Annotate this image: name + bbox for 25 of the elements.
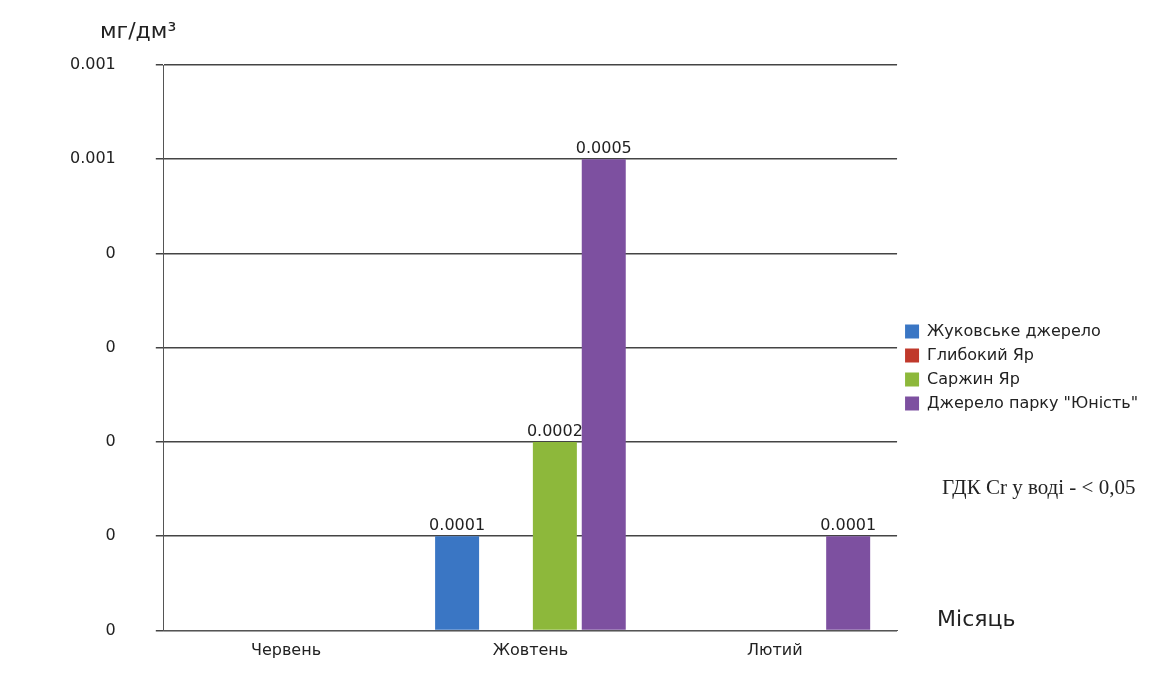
text: ГДК Cr у воді - < 0,05 <box>942 474 1136 499</box>
x-tick-label: Лютий <box>747 640 803 660</box>
bar <box>435 536 480 630</box>
x-tick-label: Жовтень <box>492 640 569 660</box>
x-axis-title: Місяць <box>937 606 1016 632</box>
data-label: 0.0001 <box>429 515 486 535</box>
data-label: 0.0002 <box>526 421 583 441</box>
y-tick-label: 0 <box>105 525 116 545</box>
legend-label: Саржин Яр <box>927 368 1020 388</box>
y-axis-title: мг/дм³ <box>100 17 177 43</box>
legend-label: Джерело парку "Юність" <box>927 392 1139 412</box>
bar <box>581 159 626 630</box>
y-tick-label: 0 <box>105 619 116 639</box>
y-tick-label: 0.001 <box>69 148 116 168</box>
bar <box>532 441 577 630</box>
legend-label: Жуковське джерело <box>927 320 1101 340</box>
y-tick-label: 0 <box>105 336 116 356</box>
data-label: 0.0005 <box>575 138 632 158</box>
y-tick-label: 0 <box>105 242 116 262</box>
x-tick-label: Червень <box>250 640 322 660</box>
y-tick-label: 0 <box>105 431 116 451</box>
y-tick-label: 0.001 <box>69 54 116 74</box>
legend-label: Глибокий Яр <box>927 344 1034 364</box>
bar <box>826 536 871 630</box>
data-label: 0.0001 <box>820 515 877 535</box>
